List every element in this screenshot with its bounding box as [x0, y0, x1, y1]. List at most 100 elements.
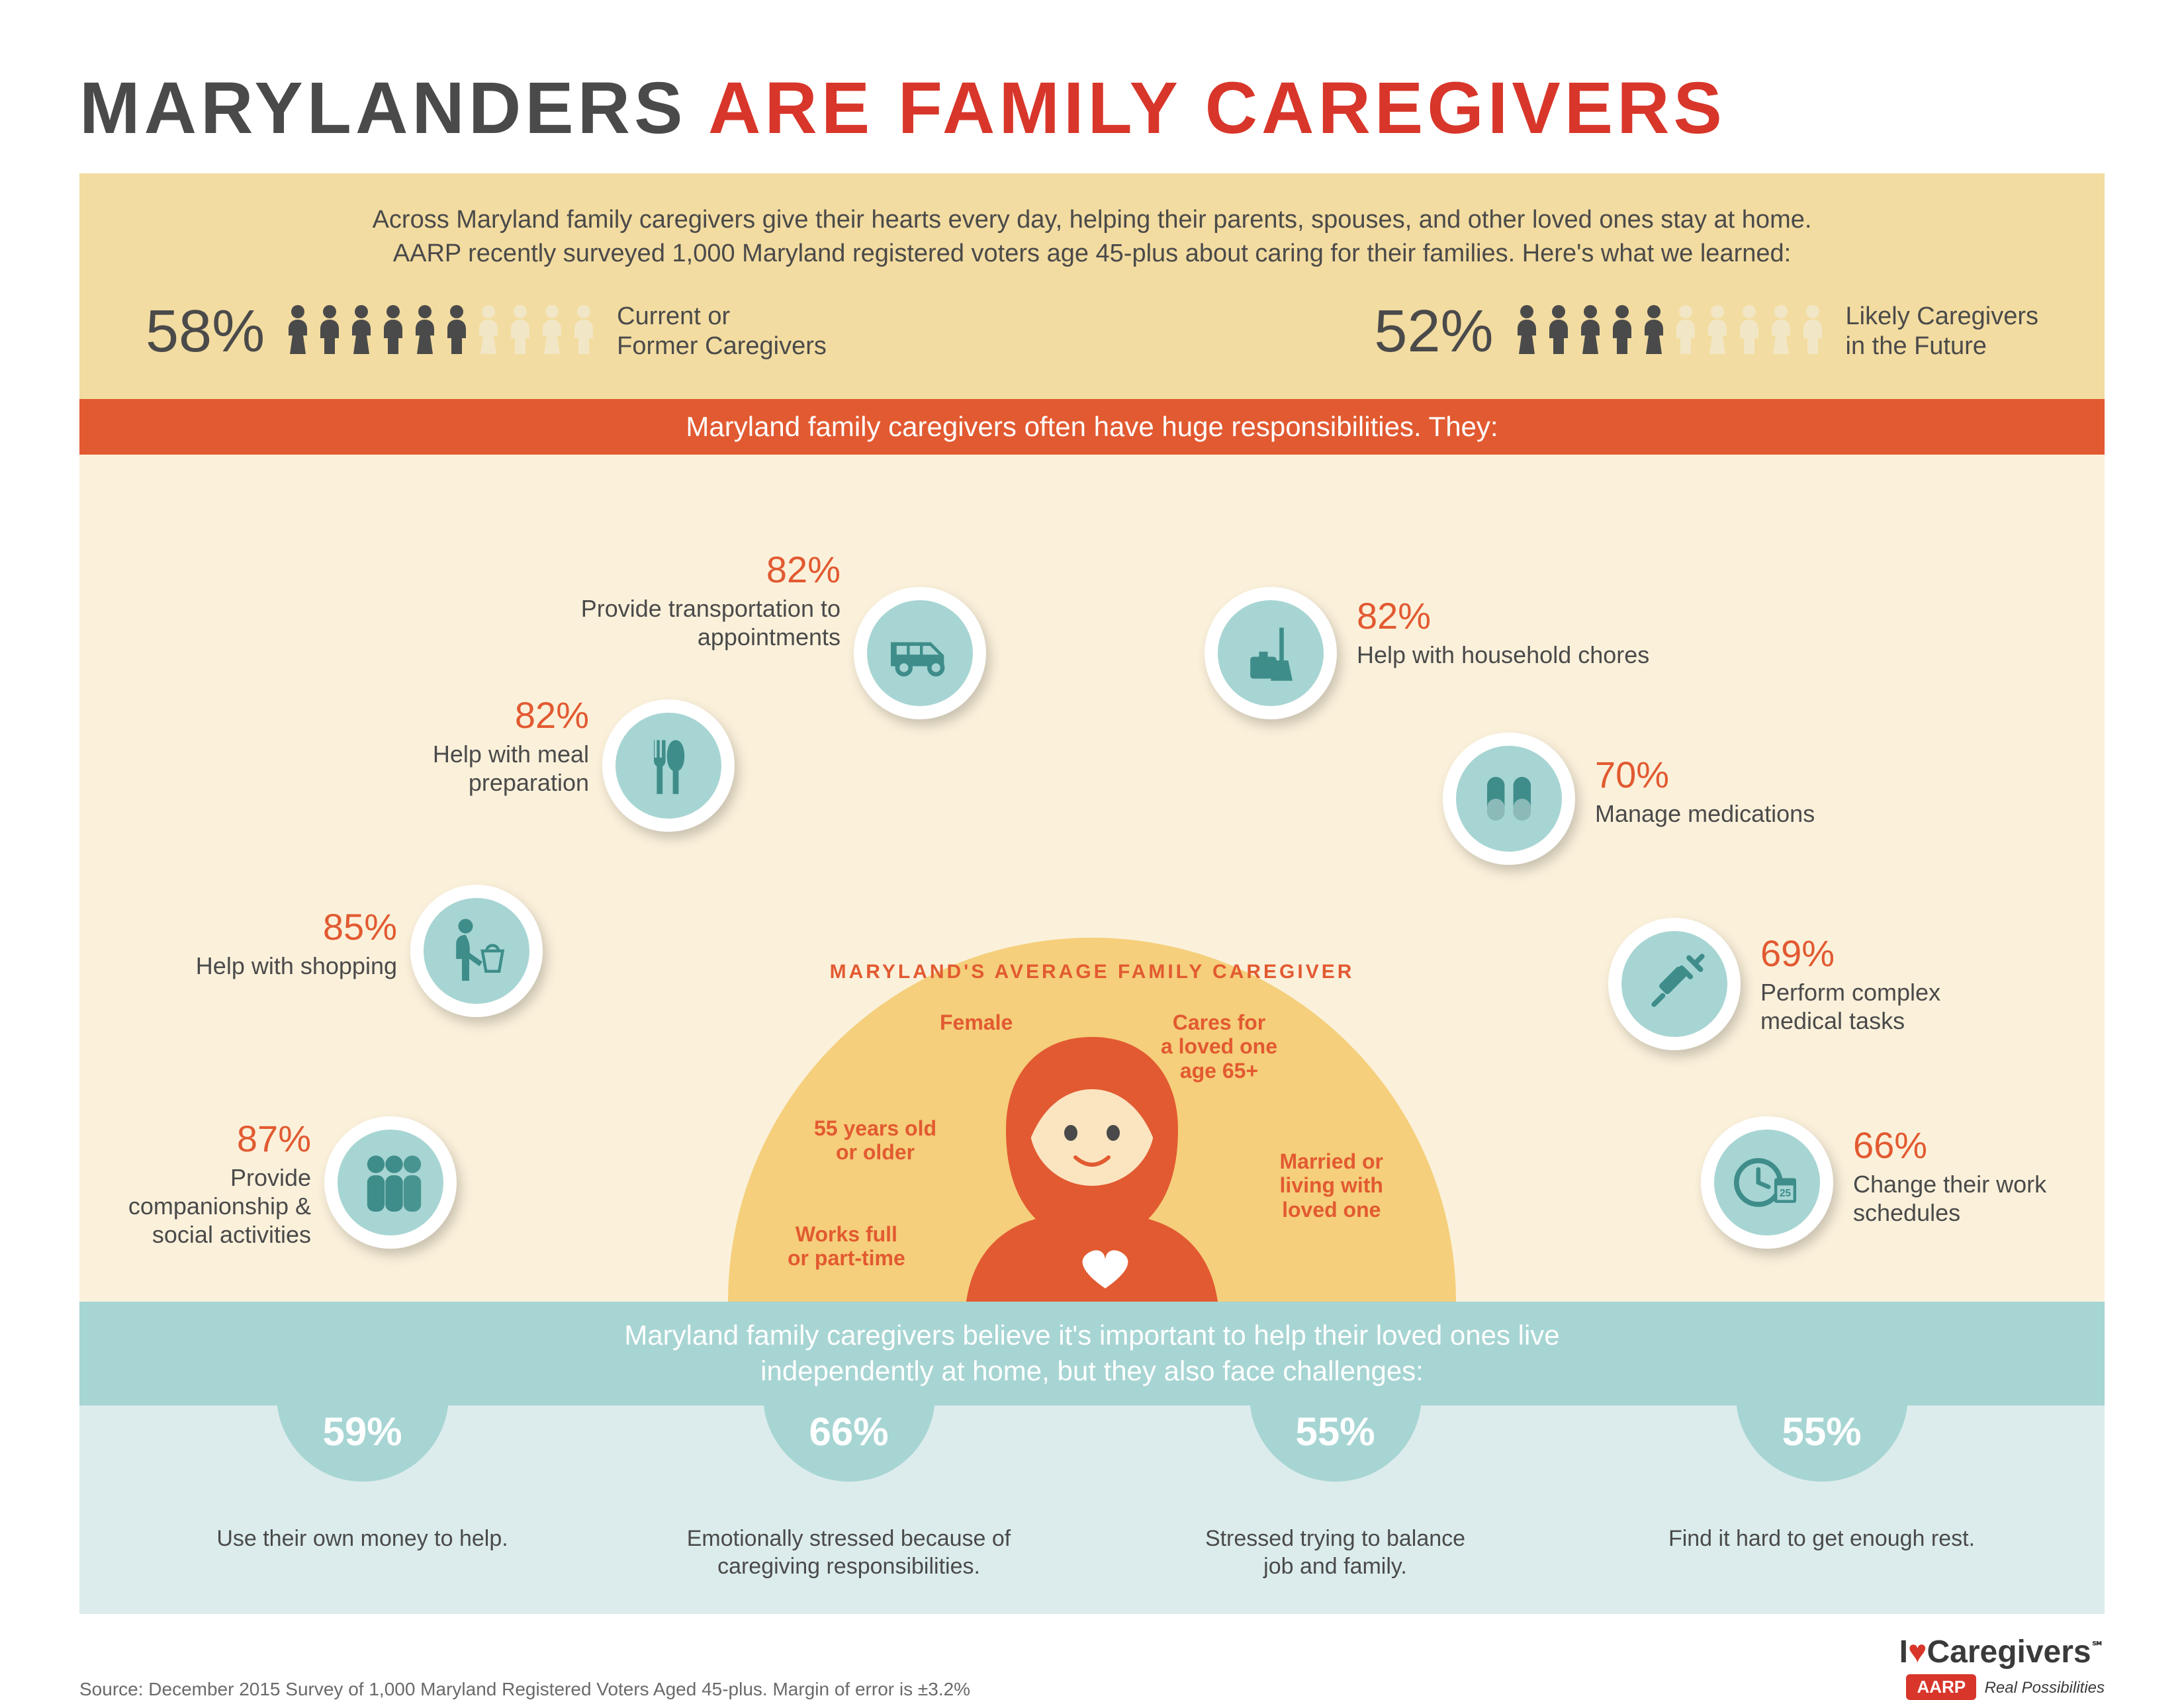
challenge-pct-pill: 55% [1250, 1396, 1422, 1482]
challenge-1: 66% Emotionally stressed because of care… [637, 1406, 1061, 1581]
responsibilities-heading: Maryland family caregivers often have hu… [79, 399, 2105, 455]
challenge-pct-pill: 66% [763, 1396, 935, 1482]
person-icon [1577, 304, 1604, 360]
char-married: Married or living with loved one [1280, 1149, 1383, 1222]
person-icon [1736, 304, 1762, 360]
challenge-text: Use their own money to help. [151, 1525, 574, 1553]
aarp-pill: AARP [1906, 1674, 1976, 1700]
challenge-pct: 55% [1295, 1409, 1375, 1454]
person-icon [348, 304, 375, 360]
person-icon [380, 304, 406, 360]
title-part-1: MARYLANDERS [79, 67, 686, 149]
person-icon [507, 304, 533, 360]
challenge-pct: 55% [1782, 1409, 1861, 1454]
infographic-page: MARYLANDERS ARE FAMILY CAREGIVERS Across… [0, 0, 2184, 1687]
person-icon [1704, 304, 1731, 360]
challenge-0: 59% Use their own money to help. [151, 1406, 574, 1581]
people-pictogram [1514, 304, 1826, 360]
person-icon [539, 304, 565, 360]
responsibility-label-2: 82%Help with meal preparation [371, 693, 589, 797]
responsibility-bubble-shopping [410, 885, 543, 1017]
responsibility-label-5: 70%Manage medications [1595, 752, 1906, 828]
person-icon [316, 304, 343, 360]
responsibility-bubble-pills [1443, 733, 1575, 865]
logo-sm: ℠ [2091, 1640, 2105, 1654]
logo-block: I♥Caregivers℠ AARP Real Possibilities [1899, 1634, 2105, 1700]
person-icon [1609, 304, 1635, 360]
responsibility-pct: 87% [113, 1116, 311, 1161]
stat-label: Current or Former Caregivers [617, 302, 827, 362]
page-title: MARYLANDERS ARE FAMILY CAREGIVERS [79, 66, 2105, 150]
heart-icon: ♥ [1908, 1634, 1927, 1670]
top-stat-0: 58% Current or Former Caregivers [146, 298, 827, 366]
responsibility-label-4: 82%Help with household chores [1357, 594, 1727, 669]
person-icon [1545, 304, 1572, 360]
challenge-2: 55% Stressed trying to balance job and f… [1124, 1406, 1547, 1581]
caregiver-profile-semicircle: MARYLAND'S AVERAGE FAMILY CAREGIVER Fema… [728, 938, 1456, 1302]
person-icon [1514, 304, 1540, 360]
char-age: 55 years old or older [814, 1116, 936, 1165]
challenge-text: Find it hard to get enough rest. [1610, 1525, 2034, 1553]
challenge-pct-pill: 59% [277, 1396, 449, 1482]
responsibility-bubble-clock: 25 [1701, 1116, 1833, 1249]
footer: Source: December 2015 Survey of 1,000 Ma… [79, 1634, 2105, 1700]
responsibility-pct: 82% [503, 547, 841, 592]
pills-icon [1456, 746, 1562, 852]
challenge-text: Stressed trying to balance job and famil… [1124, 1525, 1547, 1581]
responsibility-bubble-people [324, 1116, 457, 1249]
responsibility-bubble-meal [602, 699, 735, 832]
person-icon [1672, 304, 1699, 360]
challenge-text: Emotionally stressed because of caregivi… [637, 1525, 1061, 1581]
responsibility-pct: 85% [132, 905, 397, 949]
responsibility-pct: 82% [1357, 594, 1727, 638]
responsibility-bubble-chores [1205, 587, 1337, 719]
challenge-pct: 59% [322, 1409, 402, 1454]
responsibility-bubble-syringe [1608, 918, 1741, 1050]
challenge-3: 55% Find it hard to get enough rest. [1610, 1406, 2034, 1581]
responsibility-label-6: 69%Perform complex medical tasks [1760, 931, 2025, 1036]
clock-icon: 25 [1714, 1130, 1820, 1235]
person-icon [1768, 304, 1794, 360]
person-icon [570, 304, 597, 360]
stat-pct: 52% [1374, 298, 1493, 366]
challenges-heading: Maryland family caregivers believe it's … [79, 1302, 2105, 1406]
logo-subtitle: Real Possibilities [1985, 1679, 2105, 1697]
responsibility-label-3: 82%Provide transportation to appointment… [503, 547, 841, 652]
responsibility-label-0: 87%Provide companionship & social activi… [113, 1116, 311, 1249]
source-text: Source: December 2015 Survey of 1,000 Ma… [79, 1679, 970, 1700]
intro-band: Across Maryland family caregivers give t… [79, 173, 2105, 399]
svg-text:25: 25 [1780, 1187, 1792, 1198]
responsibility-pct: 69% [1760, 931, 2025, 975]
semi-label: MARYLAND'S AVERAGE FAMILY CAREGIVER [830, 961, 1355, 983]
logo-aarp-row: AARP Real Possibilities [1899, 1670, 2105, 1700]
challenge-pct: 66% [809, 1409, 888, 1454]
logo-caregivers: I♥Caregivers℠ [1899, 1634, 2105, 1670]
main-area: MARYLAND'S AVERAGE FAMILY CAREGIVER Fema… [79, 455, 2105, 1302]
responsibility-pct: 82% [371, 693, 589, 737]
challenges-row: 59% Use their own money to help. 66% Emot… [79, 1406, 2105, 1614]
van-icon [867, 600, 973, 706]
people-pictogram [285, 304, 597, 360]
char-works: Works full or part-time [788, 1222, 905, 1271]
responsibilities-heading-text: Maryland family caregivers often have hu… [686, 411, 1498, 442]
syringe-icon [1621, 931, 1727, 1037]
meal-icon [615, 713, 721, 819]
challenges-heading-text: Maryland family caregivers believe it's … [624, 1320, 1559, 1387]
person-icon [285, 304, 311, 360]
responsibility-label-7: 66%Change their work schedules [1853, 1123, 2118, 1228]
person-icon [412, 304, 438, 360]
char-female: Female [940, 1010, 1013, 1035]
char-cares-for: Cares for a loved one age 65+ [1161, 1010, 1277, 1083]
person-icon [1641, 304, 1667, 360]
responsibility-pct: 70% [1595, 752, 1906, 797]
logo-i: I [1899, 1634, 1908, 1670]
title-part-2: ARE FAMILY CAREGIVERS [686, 67, 1725, 149]
logo-caregivers-text: Caregivers [1927, 1634, 2091, 1670]
person-icon [1799, 304, 1826, 360]
person-icon [475, 304, 502, 360]
top-stats-row: 58% Current or Former Caregivers 52% Lik… [119, 298, 2065, 379]
top-stat-1: 52% Likely Caregivers in the Future [1374, 298, 2038, 366]
person-icon [443, 304, 470, 360]
responsibility-bubble-van [854, 587, 986, 719]
responsibility-label-1: 85%Help with shopping [132, 905, 397, 980]
